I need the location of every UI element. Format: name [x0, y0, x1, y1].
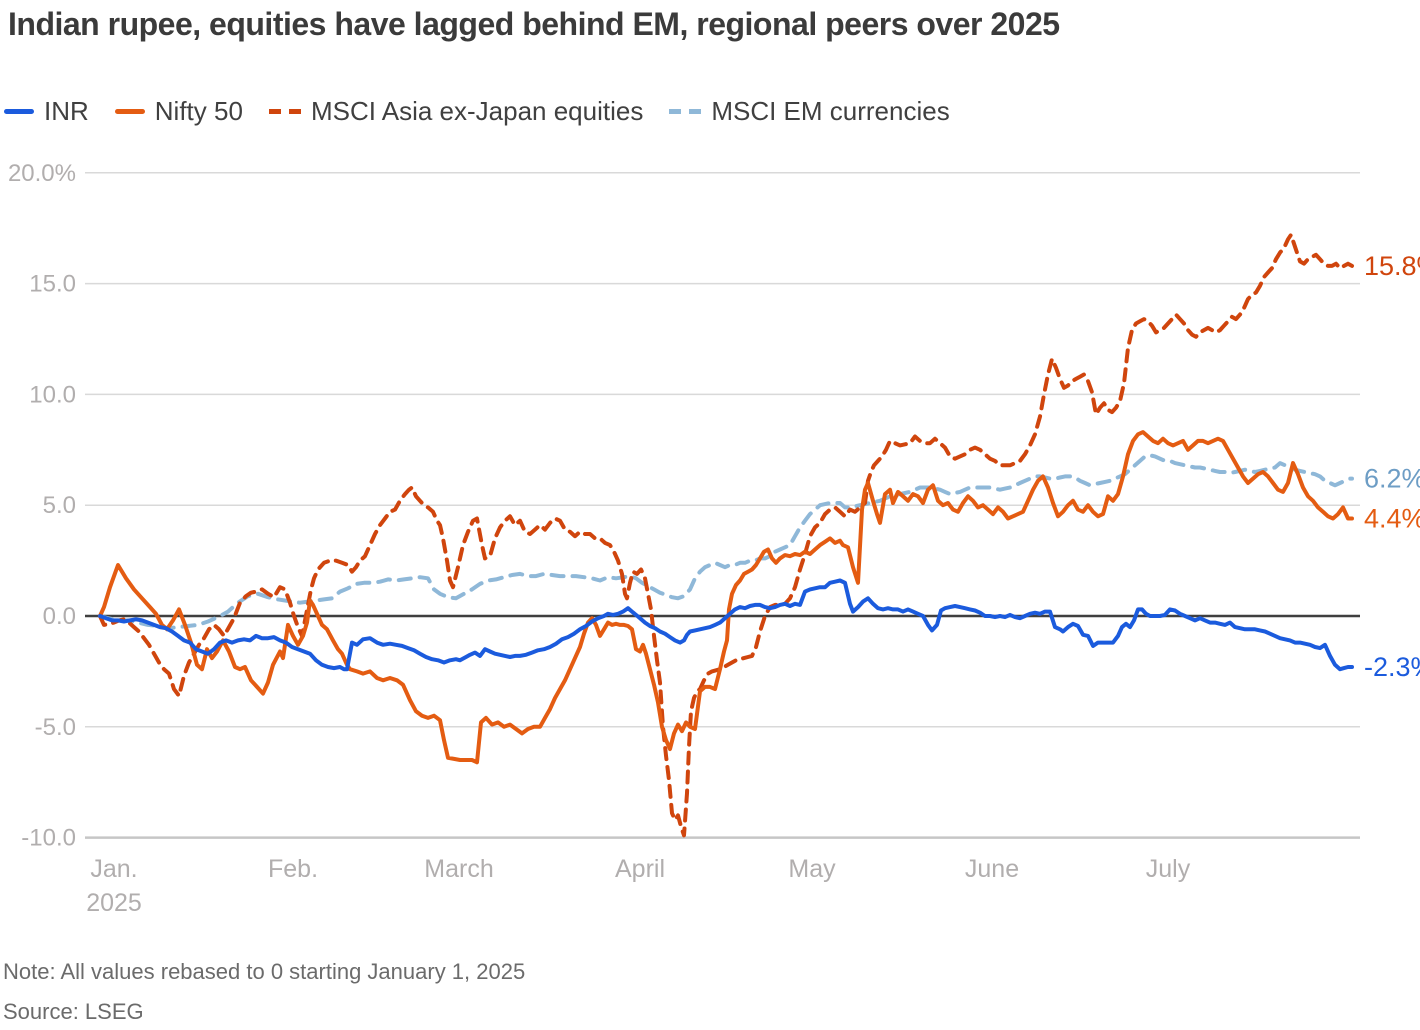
y-tick-label: 10.0: [29, 381, 76, 408]
x-tick-label: July: [1146, 855, 1191, 883]
legend-label-em: MSCI EM currencies: [711, 96, 950, 126]
legend-label-asia: MSCI Asia ex-Japan equities: [310, 96, 644, 126]
x-tick-label: April: [615, 855, 665, 883]
y-tick-label: 15.0: [29, 271, 76, 298]
x-tick-label: Feb.: [268, 855, 318, 883]
em-line-swatch: [669, 109, 702, 114]
y-tick-label: 0.0: [43, 603, 76, 630]
asia-end-label: 15.8%: [1364, 251, 1420, 281]
chart-source: Source: LSEG: [3, 999, 144, 1024]
chart-note: Note: All values rebased to 0 starting J…: [3, 959, 526, 984]
y-tick-label: -5.0: [35, 714, 76, 741]
x-tick-label: June: [965, 855, 1019, 883]
x-tick-label: March: [424, 855, 493, 883]
inr-end-label: -2.3%: [1364, 652, 1420, 682]
asia-line: [98, 232, 1354, 838]
nifty-line: [98, 430, 1354, 765]
legend-item-em: MSCI EM currencies: [669, 96, 950, 127]
legend-label-inr: INR: [44, 96, 89, 126]
x-tick-label: May: [788, 855, 836, 883]
y-tick-label: 5.0: [43, 492, 76, 519]
em-line: [98, 453, 1354, 631]
asia-line-swatch: [268, 109, 301, 114]
legend: INR Nifty 50 MSCI Asia ex-Japan equities…: [4, 96, 950, 127]
legend-label-nifty: Nifty 50: [154, 96, 243, 126]
x-tick-label: Jan.: [90, 855, 137, 883]
y-tick-label: -10.0: [21, 825, 76, 852]
y-tick-label: 20.0%: [8, 160, 76, 187]
nifty-line-swatch: [114, 109, 145, 114]
legend-item-asia: MSCI Asia ex-Japan equities: [268, 96, 644, 127]
x-tick-sublabel: 2025: [86, 889, 142, 917]
chart-title: Indian rupee, equities have lagged behin…: [8, 6, 1060, 42]
nifty-end-label: 4.4%: [1364, 503, 1420, 533]
legend-item-inr: INR: [4, 96, 89, 127]
inr-line-swatch: [4, 109, 34, 114]
em-end-label: 6.2%: [1364, 464, 1420, 494]
inr-line: [98, 578, 1354, 672]
legend-item-nifty: Nifty 50: [114, 96, 243, 127]
